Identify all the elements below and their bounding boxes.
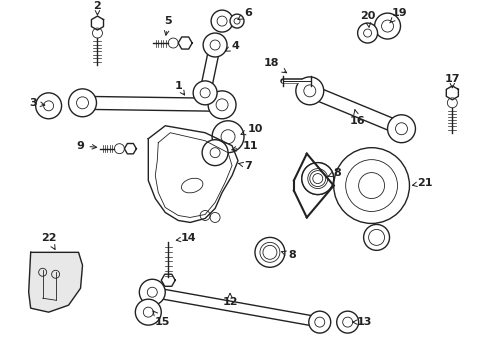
Polygon shape xyxy=(29,252,82,312)
Circle shape xyxy=(229,14,244,28)
Text: 17: 17 xyxy=(444,74,459,88)
Text: 8: 8 xyxy=(327,168,341,177)
Circle shape xyxy=(336,311,358,333)
Text: 2: 2 xyxy=(93,1,101,15)
Text: 5: 5 xyxy=(164,16,172,35)
Circle shape xyxy=(254,237,285,267)
Text: 14: 14 xyxy=(176,233,196,243)
Circle shape xyxy=(135,299,161,325)
Text: 8: 8 xyxy=(281,250,295,260)
Circle shape xyxy=(193,81,217,105)
Circle shape xyxy=(374,13,400,39)
Circle shape xyxy=(68,89,96,117)
Text: 16: 16 xyxy=(349,110,365,126)
Polygon shape xyxy=(91,16,103,30)
Circle shape xyxy=(387,115,415,143)
Text: 9: 9 xyxy=(77,141,97,151)
Circle shape xyxy=(363,224,389,250)
Text: 4: 4 xyxy=(225,41,239,51)
Text: 6: 6 xyxy=(238,8,251,19)
Text: 11: 11 xyxy=(231,141,257,151)
Circle shape xyxy=(203,33,226,57)
Polygon shape xyxy=(446,86,457,100)
Text: 20: 20 xyxy=(359,11,374,27)
Circle shape xyxy=(114,144,124,154)
Circle shape xyxy=(92,28,102,38)
Polygon shape xyxy=(151,287,320,327)
Text: 13: 13 xyxy=(352,317,371,327)
Polygon shape xyxy=(124,144,136,154)
Text: 12: 12 xyxy=(222,293,237,307)
Circle shape xyxy=(301,163,333,194)
Polygon shape xyxy=(161,274,175,286)
Polygon shape xyxy=(178,37,192,49)
Circle shape xyxy=(211,10,233,32)
Circle shape xyxy=(447,98,456,108)
Circle shape xyxy=(202,140,227,166)
Text: 22: 22 xyxy=(41,233,56,249)
Text: 18: 18 xyxy=(264,58,286,73)
Text: 21: 21 xyxy=(412,177,431,188)
Circle shape xyxy=(212,121,244,153)
Circle shape xyxy=(295,77,323,105)
Circle shape xyxy=(208,91,236,119)
Circle shape xyxy=(301,163,333,194)
Circle shape xyxy=(36,93,61,119)
Circle shape xyxy=(357,23,377,43)
Text: 1: 1 xyxy=(174,81,184,95)
Polygon shape xyxy=(306,85,403,135)
Polygon shape xyxy=(200,44,220,94)
Circle shape xyxy=(308,311,330,333)
Text: 19: 19 xyxy=(389,8,407,23)
Circle shape xyxy=(333,148,408,224)
Text: 3: 3 xyxy=(29,98,45,108)
Text: 10: 10 xyxy=(241,124,262,135)
Circle shape xyxy=(139,279,165,305)
Polygon shape xyxy=(82,96,222,111)
Circle shape xyxy=(168,38,178,48)
Polygon shape xyxy=(148,126,238,222)
Text: 7: 7 xyxy=(238,161,251,171)
Text: 15: 15 xyxy=(153,311,170,327)
